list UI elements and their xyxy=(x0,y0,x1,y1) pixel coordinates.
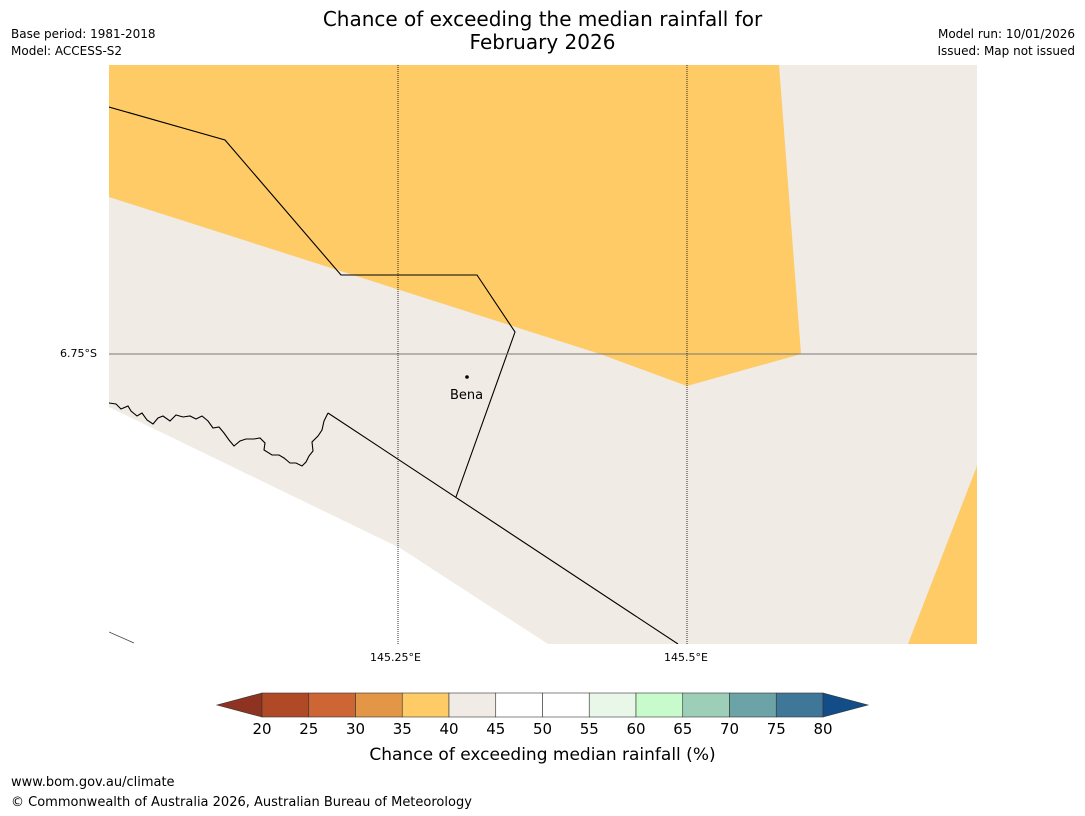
province-border-south xyxy=(327,412,679,644)
base-period: Base period: 1981-2018 xyxy=(11,27,156,41)
colorbar-segment xyxy=(308,692,356,718)
title-line-1: Chance of exceeding the median rainfall … xyxy=(322,7,763,31)
colorbar-segment xyxy=(729,692,777,718)
colorbar-segment xyxy=(355,692,403,718)
town-marker-icon xyxy=(465,375,469,379)
colorbar-over-arrow xyxy=(822,692,870,718)
longitude-label-145-5: 145.5°E xyxy=(664,651,708,664)
colorbar-tick-label: 45 xyxy=(486,720,506,738)
colorbar-segment xyxy=(495,692,543,718)
colorbar-segment xyxy=(635,692,684,718)
colorbar-tick-label: 25 xyxy=(299,720,319,738)
town-label: Bena xyxy=(450,388,484,403)
footer-copyright: © Commonwealth of Australia 2026, Austra… xyxy=(11,795,472,810)
band-35-40-north xyxy=(109,65,801,386)
colorbar-tick-label: 30 xyxy=(345,720,366,738)
meta-left: Base period: 1981-2018 Model: ACCESS-S2 xyxy=(11,26,156,60)
colorbar-segment xyxy=(682,692,730,718)
colorbar-tick-label: 70 xyxy=(719,720,740,738)
colorbar-tick-label: 40 xyxy=(439,720,459,738)
issued-status: Issued: Map not issued xyxy=(937,44,1075,58)
colorbar-segment xyxy=(588,692,637,718)
colorbar-segment xyxy=(448,692,497,718)
footer-url[interactable]: www.bom.gov.au/climate xyxy=(11,775,175,790)
colorbar-under-arrow xyxy=(215,692,263,718)
meta-right: Model run: 10/01/2026 Issued: Map not is… xyxy=(937,26,1075,60)
colorbar-segment xyxy=(542,692,590,718)
longitude-label-145-25: 145.25°E xyxy=(370,651,421,664)
colorbar-tick-label: 65 xyxy=(673,720,693,738)
latitude-label: 6.75°S xyxy=(60,347,97,360)
province-border-north xyxy=(109,106,516,498)
model-name: Model: ACCESS-S2 xyxy=(11,44,123,58)
colorbar-segment xyxy=(261,692,310,718)
colorbar-tick-label: 55 xyxy=(579,720,599,738)
colorbar-segment xyxy=(401,692,450,718)
ocean-area xyxy=(109,407,548,644)
band-35-40-southeast xyxy=(908,466,977,644)
colorbar-tick-label: 35 xyxy=(392,720,412,738)
colorbar xyxy=(215,692,870,718)
colorbar-tick-label: 80 xyxy=(813,720,833,738)
colorbar-tick-label: 75 xyxy=(766,720,786,738)
colorbar-tick-label: 50 xyxy=(532,720,553,738)
map-title: Chance of exceeding the median rainfall … xyxy=(0,8,1085,54)
colorbar-tick-label: 20 xyxy=(252,720,272,738)
coastline-fragment xyxy=(109,631,135,644)
title-line-2: February 2026 xyxy=(469,30,616,54)
colorbar-segment xyxy=(775,692,824,718)
model-run: Model run: 10/01/2026 xyxy=(937,27,1075,41)
coastline xyxy=(109,402,329,467)
colorbar-title: Chance of exceeding median rainfall (%) xyxy=(369,745,716,765)
colorbar-tick-label: 60 xyxy=(626,720,646,738)
